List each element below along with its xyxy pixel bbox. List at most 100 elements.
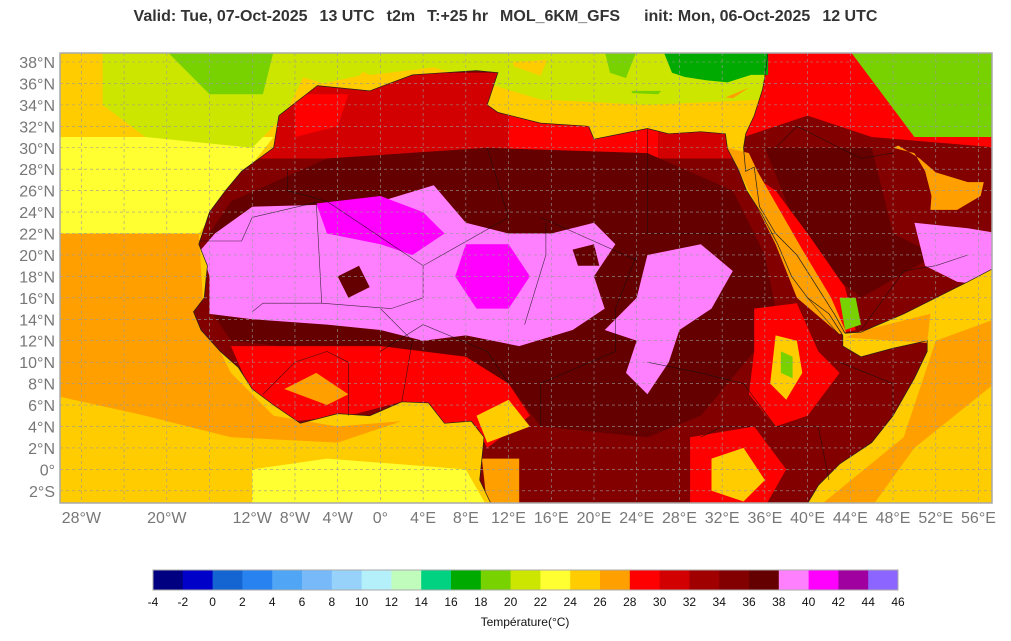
lat-tick-label: 20°N [19, 248, 55, 265]
colorbar-tick-label: 20 [504, 595, 518, 609]
cyprus-land [725, 87, 749, 99]
map-title: Valid: Tue, 07-Oct-2025 13 UTC t2m T:+25 hr… [0, 8, 1011, 26]
colorbar-swatch [749, 570, 780, 590]
lon-tick-label: 0° [373, 510, 388, 527]
valid-hour: 13 UTC [319, 8, 375, 25]
lon-tick-label: 4°W [322, 510, 353, 527]
lat-tick-label: 14°N [19, 312, 55, 329]
lon-tick-label: 20°E [577, 510, 612, 527]
colorbar-tick-label: 30 [653, 595, 667, 609]
lon-tick-label: 44°E [833, 510, 868, 527]
colorbar-swatch [808, 570, 839, 590]
colorbar-swatch [331, 570, 363, 590]
ivory-coast-zone [284, 372, 349, 405]
colorbar-swatch [570, 570, 601, 590]
lat-tick-label: 34°N [19, 98, 55, 115]
lat-tick-label: 24°N [19, 205, 55, 222]
colorbar-tick-label: 22 [534, 595, 548, 609]
colorbar-tick-label: 38 [772, 595, 786, 609]
coastline [743, 53, 992, 334]
lon-tick-label: 12°E [491, 510, 526, 527]
country-border [860, 254, 968, 331]
colorbar-swatch [510, 570, 541, 590]
colorbar-swatch [451, 570, 482, 590]
colorbar-tick-label: 12 [385, 595, 399, 609]
colorbar-swatch [302, 570, 333, 590]
colorbar-tick-label: 14 [415, 595, 429, 609]
colorbar-swatch [689, 570, 720, 590]
colorbar-swatch [540, 570, 571, 590]
colorbar-swatch [153, 570, 184, 590]
lon-tick-label: 8°W [280, 510, 311, 527]
somali-coast-zone [823, 320, 992, 503]
sicily-land [512, 59, 547, 76]
lon-tick-label: 28°W [62, 510, 102, 527]
lat-tick-label: 10°N [19, 355, 55, 372]
iran-zone [850, 53, 992, 137]
colorbar-swatch [778, 570, 810, 590]
cool-patch-1 [337, 265, 370, 298]
colorbar-swatch [421, 570, 452, 590]
lon-tick-label: 12°W [233, 510, 273, 527]
lat-tick-label: 36°N [19, 76, 55, 93]
lon-tick-label: 32°E [705, 510, 740, 527]
lake-zone [711, 447, 765, 502]
colorbar-tick-label: 4 [269, 595, 276, 609]
lon-tick-label: 28°E [662, 510, 697, 527]
turkey-land [664, 53, 769, 83]
lon-tick-label: 36°E [747, 510, 782, 527]
colorbar-swatch [361, 570, 392, 590]
cool-patch-2 [572, 244, 600, 266]
lat-tick-label: 6°N [28, 398, 55, 415]
country-border [524, 222, 547, 325]
colorbar-tick-label: 10 [355, 595, 369, 609]
lat-tick-label: 8°N [28, 377, 55, 394]
lat-tick-label: 28°N [19, 162, 55, 179]
colorbar-tick-label: 18 [474, 595, 488, 609]
lat-tick-label: 30°N [19, 141, 55, 158]
crete-land [631, 90, 662, 95]
lat-tick-label: 2°S [29, 484, 55, 501]
lon-tick-label: 40°E [790, 510, 825, 527]
colorbar-tick-label: 6 [299, 595, 306, 609]
country-border [807, 297, 840, 336]
init-date: init: Mon, 06-Oct-2025 [644, 8, 811, 25]
valid-date: Valid: Tue, 07-Oct-2025 [133, 8, 308, 25]
colorbar-swatch [480, 570, 512, 590]
colorbar-frame [152, 569, 899, 591]
axis-labels: 38°N 36°N 34°N 32°N 30°N 28°N 26°N 24°N 22°N 20°N… [19, 55, 996, 527]
colorbar-swatch [629, 570, 661, 590]
country-border [647, 361, 830, 481]
country-border [540, 217, 637, 261]
red-sea [727, 147, 846, 335]
lead-time: T:+25 hr [427, 8, 489, 25]
country-border [198, 202, 323, 313]
hot-zone-west [201, 185, 616, 347]
lon-tick-label: 48°E [876, 510, 911, 527]
map-area[interactable] [49, 51, 1000, 507]
colorbar-tick-label: 26 [593, 595, 607, 609]
africa-fields [201, 72, 840, 503]
lon-tick-label: 56°E [961, 510, 996, 527]
colorbar-swatch [838, 570, 869, 590]
colorbar-swatch [242, 570, 273, 590]
colorbar-swatch [600, 570, 631, 590]
cameroon-zone [476, 399, 530, 443]
lat-tick-label: 32°N [19, 119, 55, 136]
colorbar-tick-label: 16 [444, 595, 458, 609]
lon-tick-label: 8°E [453, 510, 479, 527]
ocean-cooler-zone [168, 53, 274, 95]
spain-land [274, 53, 382, 84]
map-frame [59, 52, 993, 504]
lat-tick-label: 38°N [19, 55, 55, 72]
colorbar-tick-label: 2 [239, 595, 246, 609]
colorbar-swatch [659, 570, 690, 590]
colorbar-swatch [391, 570, 422, 590]
lat-tick-label: 4°N [28, 419, 55, 436]
lon-tick-label: 24°E [619, 510, 654, 527]
colorbar-swatch [272, 570, 303, 590]
colorbar-swatch [182, 570, 214, 590]
colorbar-tick-label: 46 [891, 595, 905, 609]
ocean-warm-zone [60, 233, 402, 443]
